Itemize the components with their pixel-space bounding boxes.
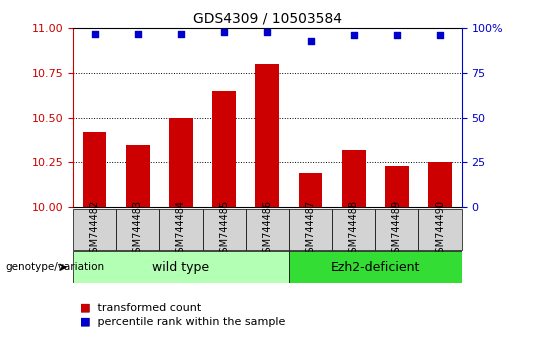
Bar xyxy=(428,162,452,207)
Bar xyxy=(418,209,462,250)
Point xyxy=(177,31,185,36)
Text: Ezh2-deficient: Ezh2-deficient xyxy=(330,261,420,274)
Point xyxy=(263,29,272,35)
Text: ■  transformed count: ■ transformed count xyxy=(73,303,201,313)
Title: GDS4309 / 10503584: GDS4309 / 10503584 xyxy=(193,12,342,26)
Text: GSM744485: GSM744485 xyxy=(219,200,229,259)
Text: GSM744489: GSM744489 xyxy=(392,200,402,259)
Text: wild type: wild type xyxy=(152,261,210,274)
Point xyxy=(306,38,315,44)
Point xyxy=(90,31,99,36)
Text: GSM744484: GSM744484 xyxy=(176,200,186,259)
Bar xyxy=(116,209,159,250)
Bar xyxy=(73,251,289,283)
Point xyxy=(349,33,358,38)
Bar xyxy=(212,91,236,207)
Text: GSM744487: GSM744487 xyxy=(306,200,315,259)
Point xyxy=(393,33,401,38)
Text: ■  percentile rank within the sample: ■ percentile rank within the sample xyxy=(73,317,285,327)
Bar xyxy=(73,209,116,250)
Text: GSM744486: GSM744486 xyxy=(262,200,272,259)
Text: GSM744483: GSM744483 xyxy=(133,200,143,259)
Bar xyxy=(169,118,193,207)
Bar xyxy=(255,64,279,207)
Text: GSM744488: GSM744488 xyxy=(349,200,359,259)
Point xyxy=(436,33,444,38)
Text: GSM744490: GSM744490 xyxy=(435,200,445,259)
Bar xyxy=(375,209,418,250)
Bar xyxy=(342,150,366,207)
Bar xyxy=(289,209,332,250)
Text: ■: ■ xyxy=(80,303,90,313)
Bar xyxy=(332,209,375,250)
Bar xyxy=(83,132,106,207)
Point xyxy=(220,29,228,35)
Text: genotype/variation: genotype/variation xyxy=(5,262,105,272)
Text: GSM744482: GSM744482 xyxy=(90,200,99,259)
Bar xyxy=(202,209,246,250)
Bar xyxy=(159,209,202,250)
Bar xyxy=(126,144,150,207)
Bar xyxy=(246,209,289,250)
Text: ■: ■ xyxy=(80,317,90,327)
Bar xyxy=(385,166,409,207)
Point xyxy=(133,31,142,36)
Bar xyxy=(299,173,322,207)
Bar xyxy=(289,251,462,283)
